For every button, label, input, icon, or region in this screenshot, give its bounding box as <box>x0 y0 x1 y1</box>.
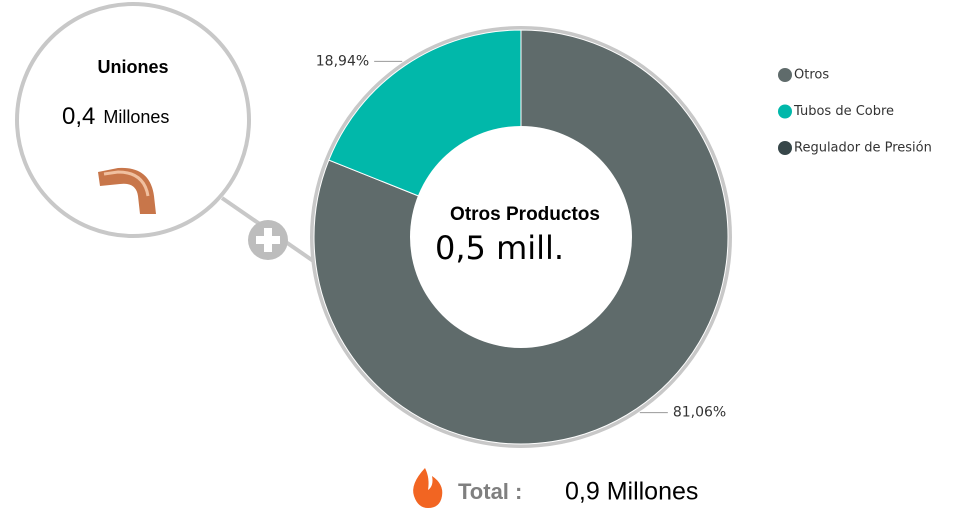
legend-swatch <box>778 104 792 119</box>
callout-number: 0,4 <box>62 103 95 130</box>
center-label: Otros Productos <box>450 204 600 225</box>
legend-swatch <box>778 68 792 82</box>
elbow-icon <box>98 167 156 214</box>
expand-button[interactable] <box>248 220 288 260</box>
callout-title: Uniones <box>97 57 168 77</box>
legend-label: Tubos de Cobre <box>793 104 894 119</box>
legend-label: Otros <box>794 68 829 83</box>
flame-icon <box>413 468 443 508</box>
total-label: Total : <box>458 479 522 504</box>
callout-unit: Millones <box>103 107 169 127</box>
legend-swatch <box>778 141 792 155</box>
callout-circle <box>15 2 251 238</box>
center-value: 0,5 mill. <box>435 229 564 267</box>
data-label: 18,94% <box>316 53 369 69</box>
legend-label: Regulador de Presión <box>794 141 932 156</box>
total-value: 0,9 Millones <box>565 478 698 506</box>
donut-hole <box>410 126 632 348</box>
callout-value: 0,4 Millones <box>62 103 169 130</box>
donut-ring <box>310 26 732 448</box>
data-label: 81,06% <box>673 405 726 421</box>
